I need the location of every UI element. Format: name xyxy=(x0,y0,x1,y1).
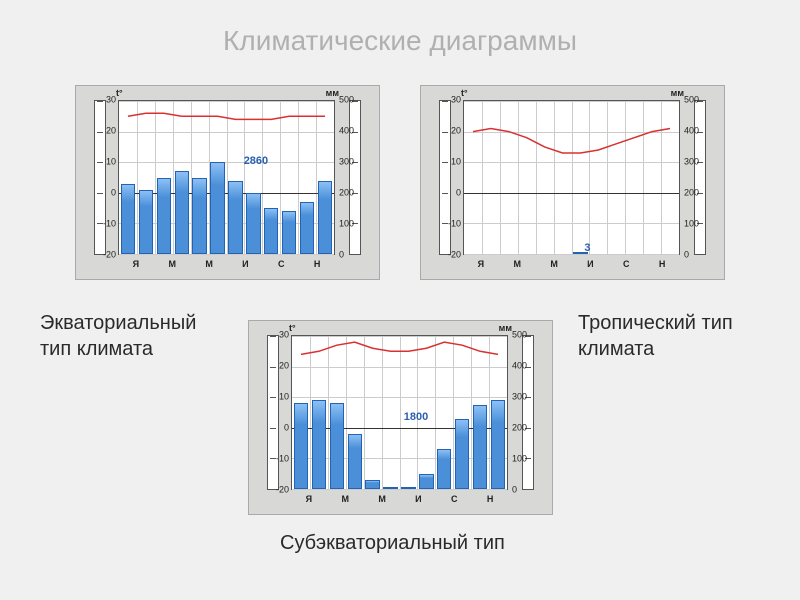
chart-tropical: t° мм 3020100-10-20 5004003002001000 3 Я… xyxy=(420,85,725,280)
bar xyxy=(246,193,260,254)
left-scale-bar xyxy=(94,100,106,255)
bar xyxy=(312,400,326,489)
bar xyxy=(318,181,332,254)
plot-area: 3 xyxy=(463,100,680,255)
left-axis-label: t° xyxy=(116,88,123,98)
right-axis-label: мм xyxy=(671,88,684,98)
right-axis-label: мм xyxy=(326,88,339,98)
right-scale-bar xyxy=(522,335,534,490)
left-scale: 3020100-10-20 xyxy=(279,335,289,490)
bar xyxy=(330,403,344,489)
x-labels: ЯММИСН xyxy=(118,259,335,271)
right-scale-bar xyxy=(349,100,361,255)
bar xyxy=(192,178,206,255)
left-scale-bar xyxy=(267,335,279,490)
bars-equatorial xyxy=(119,101,334,254)
bar xyxy=(121,184,135,254)
right-axis-label: мм xyxy=(499,323,512,333)
bar xyxy=(294,403,308,489)
caption-subequatorial: Субэкваториальный тип xyxy=(280,530,680,556)
left-scale: 3020100-10-20 xyxy=(451,100,461,255)
plot-area: 1800 xyxy=(291,335,508,490)
bar xyxy=(437,449,451,489)
bar xyxy=(401,487,415,489)
left-scale-bar xyxy=(439,100,451,255)
x-labels: ЯММИСН xyxy=(463,259,680,271)
plot-area: 2860 xyxy=(118,100,335,255)
bar xyxy=(365,480,379,489)
bar xyxy=(228,181,242,254)
bars-subequatorial xyxy=(292,336,507,489)
chart-subequatorial: t° мм 3020100-10-20 5004003002001000 180… xyxy=(248,320,553,515)
bar xyxy=(383,487,397,489)
bar xyxy=(264,208,278,254)
bars-tropical xyxy=(464,101,679,254)
bar xyxy=(473,405,487,489)
bar xyxy=(157,178,171,255)
bar xyxy=(175,171,189,254)
bar xyxy=(348,434,362,489)
right-scale: 5004003002001000 xyxy=(339,100,349,255)
left-scale: 3020100-10-20 xyxy=(106,100,116,255)
bar xyxy=(491,400,505,489)
bar xyxy=(282,211,296,254)
right-scale: 5004003002001000 xyxy=(512,335,522,490)
caption-tropical: Тропический тип климата xyxy=(578,310,778,362)
x-labels: ЯММИСН xyxy=(291,494,508,506)
bar xyxy=(210,162,224,254)
page-title: Климатические диаграммы xyxy=(0,0,800,72)
bar xyxy=(419,474,433,489)
annotation-tropical: 3 xyxy=(584,242,590,254)
annotation-subequatorial: 1800 xyxy=(404,411,428,423)
chart-equatorial: t° мм 3020100-10-20 5004003002001000 286… xyxy=(75,85,380,280)
left-axis-label: t° xyxy=(461,88,468,98)
caption-equatorial: Экваториальныйтип климата xyxy=(40,310,240,362)
bar xyxy=(139,190,153,254)
right-scale-bar xyxy=(694,100,706,255)
left-axis-label: t° xyxy=(289,323,296,333)
right-scale: 5004003002001000 xyxy=(684,100,694,255)
annotation-equatorial: 2860 xyxy=(244,155,268,167)
bar xyxy=(455,419,469,489)
bar xyxy=(300,202,314,254)
